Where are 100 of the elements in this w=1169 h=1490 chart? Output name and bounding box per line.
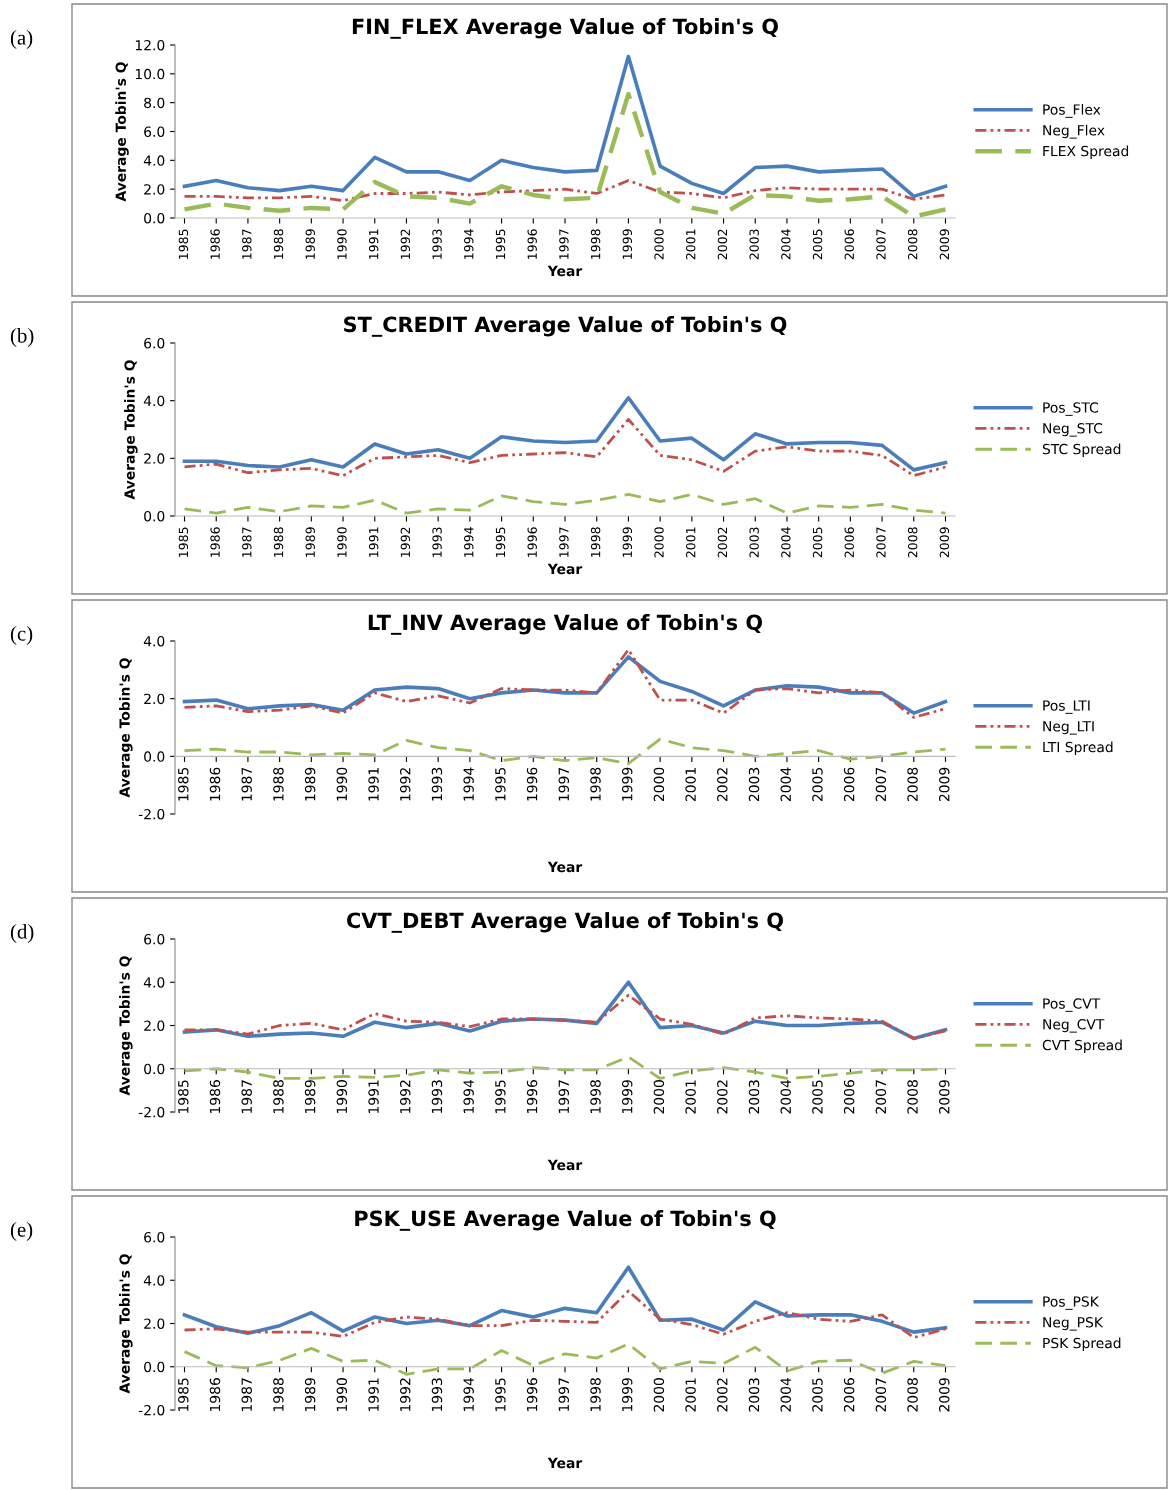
chart-title: PSK_USE Average Value of Tobin's Q <box>355 1210 776 1231</box>
x-tick-label: 1990 <box>336 767 348 801</box>
x-tick-label: 1989 <box>304 1080 316 1113</box>
x-tick-label: 2004 <box>780 1079 791 1114</box>
legend-label: Neg_CVT <box>1043 1019 1105 1033</box>
x-tick-label: 1994 <box>464 527 474 557</box>
x-tick-label: 2007 <box>876 527 886 558</box>
x-tick-label: 1987 <box>241 1080 252 1113</box>
x-tick-label: 1988 <box>273 527 284 557</box>
x-tick-label: 1988 <box>273 767 284 801</box>
x-tick-label: 1986 <box>210 527 220 557</box>
x-tick-label: 2005 <box>812 767 823 802</box>
y-axis-title: Average Tobin's Q <box>119 956 133 1096</box>
x-tick-label: 1997 <box>559 527 569 557</box>
y-tick-label: -2.0 <box>138 1404 165 1416</box>
x-axis-title: Year <box>547 861 583 873</box>
x-tick-label: 2008 <box>907 1378 918 1412</box>
x-tick-label: 1988 <box>273 1378 284 1411</box>
line-series <box>183 737 947 765</box>
x-tick-label: 1988 <box>273 1080 284 1113</box>
x-axis-title: Year <box>547 563 583 575</box>
x-tick-label: 1996 <box>527 527 537 557</box>
x-tick-label: 2006 <box>844 527 854 558</box>
y-tick-label: 6.0 <box>144 126 165 137</box>
x-tick-label: 2001 <box>686 527 696 558</box>
line-series <box>182 54 948 199</box>
x-tick-label: 1991 <box>368 1080 379 1113</box>
x-tick-label: 1996 <box>526 1378 538 1411</box>
chart-title: CVT_DEBT Average Value of Tobin's Q <box>347 912 783 933</box>
text: (e) <box>10 1222 33 1241</box>
y-tick-label: 0.0 <box>144 751 165 762</box>
y-tick-label: 4.0 <box>143 395 165 407</box>
x-tick-label: 1998 <box>590 1080 601 1113</box>
x-tick-label: 2003 <box>748 1080 760 1114</box>
line-series <box>183 1342 947 1376</box>
x-tick-label: 2007 <box>875 767 887 802</box>
y-tick-label: 2.0 <box>144 1020 165 1031</box>
x-tick-label: 2008 <box>907 767 918 802</box>
text: (a) <box>10 30 33 49</box>
x-tick-label: 1993 <box>432 527 442 557</box>
x-tick-label: 2005 <box>812 229 823 260</box>
text: (d) <box>10 924 34 943</box>
x-tick-label: 1992 <box>399 1378 411 1411</box>
x-tick-label: 1999 <box>621 1080 633 1113</box>
text: (b) <box>10 328 34 347</box>
legend-label: Pos_PSK <box>1043 1296 1100 1310</box>
x-tick-label: 2009 <box>939 527 950 558</box>
x-tick-label: 1998 <box>590 229 601 259</box>
text: (c) <box>10 626 33 645</box>
y-tick-label: 0.0 <box>144 1063 165 1075</box>
x-tick-label: 1994 <box>463 1377 474 1411</box>
x-tick-label: 2007 <box>876 229 886 260</box>
x-tick-label: 1995 <box>495 1080 506 1113</box>
x-axis-title: Year <box>547 1457 583 1469</box>
y-axis-title: Average Tobin's Q <box>115 62 129 202</box>
x-tick-label: 1996 <box>526 1080 538 1113</box>
y-tick-label: 4.0 <box>143 635 165 647</box>
y-tick-label: -2.0 <box>138 1106 165 1118</box>
x-tick-label: 1992 <box>400 527 411 557</box>
x-tick-label: 1994 <box>463 1079 474 1113</box>
x-tick-label: 1985 <box>178 229 189 259</box>
y-tick-label: -2.0 <box>138 808 165 820</box>
legend-label: Pos_LTI <box>1043 700 1090 714</box>
x-tick-label: 2004 <box>781 229 791 260</box>
y-tick-label: 0.0 <box>144 212 165 224</box>
x-tick-label: 1990 <box>337 527 347 557</box>
y-tick-label: 2.0 <box>144 1318 165 1329</box>
x-tick-label: 2006 <box>843 1080 855 1114</box>
x-tick-label: 2000 <box>653 1080 665 1114</box>
y-tick-label: 10.0 <box>135 68 165 80</box>
x-tick-label: 1997 <box>558 767 570 801</box>
x-tick-label: 1997 <box>558 1378 570 1411</box>
y-tick-label: 4.0 <box>143 1275 165 1286</box>
legend-label: CVT Spread <box>1042 1039 1122 1053</box>
x-tick-label: 1991 <box>368 527 379 557</box>
x-tick-label: 1991 <box>368 229 379 259</box>
x-tick-label: 1986 <box>210 229 220 259</box>
y-tick-label: 6.0 <box>144 1231 165 1243</box>
x-tick-label: 1989 <box>305 527 315 557</box>
x-tick-label: 2009 <box>939 1080 950 1114</box>
x-tick-label: 2003 <box>748 767 760 802</box>
x-tick-label: 1992 <box>399 768 411 801</box>
x-tick-label: 1993 <box>431 767 443 801</box>
line-series <box>182 655 948 715</box>
line-series <box>182 1265 948 1336</box>
x-tick-label: 1986 <box>209 1080 221 1113</box>
legend-label: Neg_PSK <box>1043 1317 1104 1331</box>
x-tick-label: 2002 <box>717 229 728 260</box>
y-tick-label: 6.0 <box>144 933 165 945</box>
x-tick-label: 2006 <box>844 229 854 260</box>
x-tick-label: 2005 <box>812 1080 823 1114</box>
x-tick-label: 2001 <box>686 229 696 260</box>
x-tick-label: 1989 <box>304 1378 316 1411</box>
x-tick-label: 1988 <box>273 229 284 259</box>
x-tick-label: 1989 <box>305 229 315 259</box>
y-tick-label: 8.0 <box>144 97 165 109</box>
x-tick-label: 1991 <box>368 1378 379 1411</box>
x-tick-label: 1998 <box>590 527 601 557</box>
x-tick-label: 1985 <box>178 767 189 801</box>
x-tick-label: 1997 <box>559 229 569 259</box>
